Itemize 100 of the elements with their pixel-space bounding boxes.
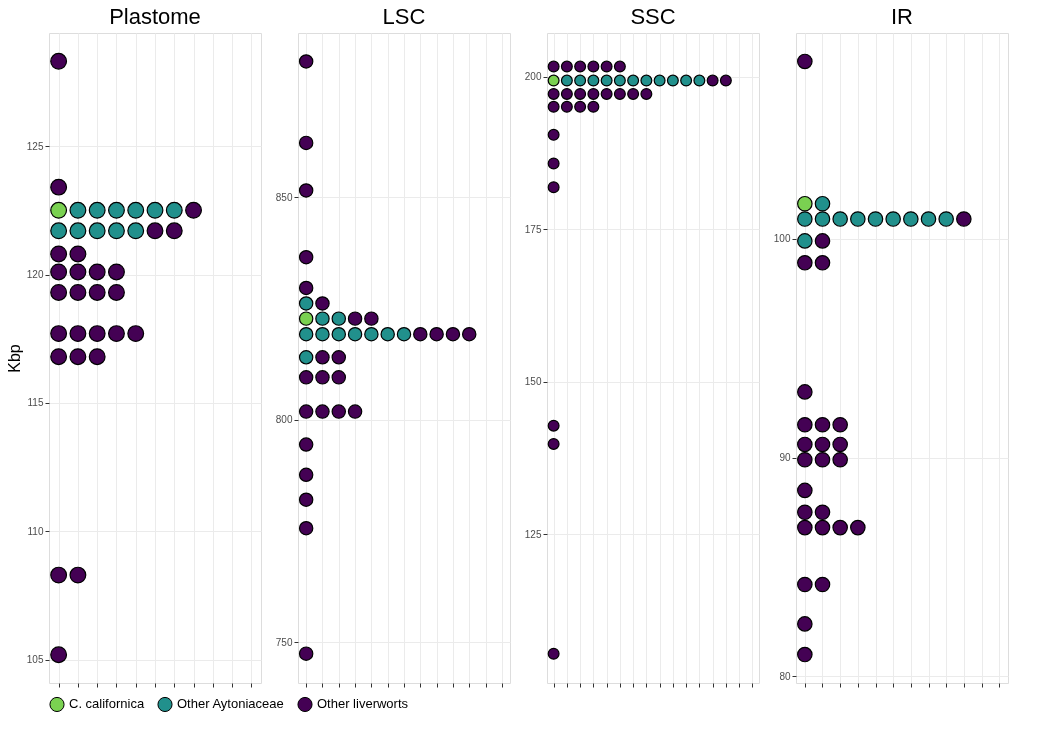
- point: [50, 646, 68, 664]
- point: [903, 211, 919, 227]
- point: [50, 284, 68, 301]
- point: [108, 222, 125, 240]
- point: [613, 87, 626, 100]
- point: [88, 325, 106, 343]
- point: [885, 211, 901, 227]
- point: [298, 326, 314, 342]
- point: [315, 296, 330, 311]
- point: [797, 416, 813, 433]
- point: [693, 74, 706, 87]
- point: [832, 416, 848, 433]
- point: [315, 370, 330, 385]
- point: [331, 311, 347, 326]
- point: [298, 492, 314, 507]
- y-tick-label: 80: [779, 670, 791, 682]
- point: [797, 195, 813, 212]
- y-tick-label: 750: [275, 636, 293, 648]
- point: [88, 222, 106, 240]
- point: [185, 201, 202, 219]
- point: [69, 222, 87, 240]
- point: [315, 350, 330, 365]
- point: [146, 222, 164, 240]
- point: [920, 211, 937, 227]
- point: [298, 520, 314, 536]
- point: [298, 437, 314, 452]
- y-axis-title: Kbp: [5, 344, 23, 373]
- point: [547, 100, 560, 113]
- point: [461, 326, 477, 342]
- legend-label: Other liverworts: [317, 696, 409, 712]
- y-tick-label: 110: [27, 525, 44, 537]
- point: [574, 74, 587, 87]
- point: [108, 263, 125, 281]
- point: [587, 87, 600, 100]
- point: [50, 178, 68, 196]
- point: [146, 201, 164, 219]
- y-tick-label: 150: [524, 376, 542, 388]
- point: [547, 181, 560, 194]
- y-tick-label: 105: [26, 654, 44, 666]
- point: [50, 52, 68, 70]
- chart-title: SSC: [630, 4, 676, 29]
- point: [347, 404, 363, 419]
- point: [814, 519, 831, 536]
- point: [127, 222, 145, 240]
- y-tick-label: 115: [27, 397, 44, 409]
- point: [814, 233, 831, 249]
- chart-title: LSC: [382, 4, 426, 29]
- point: [315, 326, 330, 342]
- point: [627, 74, 640, 87]
- point: [574, 100, 587, 113]
- point: [797, 436, 813, 453]
- point: [88, 348, 106, 366]
- point: [814, 576, 831, 593]
- point: [832, 211, 848, 227]
- point: [956, 211, 972, 227]
- point: [165, 201, 183, 219]
- point: [814, 255, 831, 271]
- point: [88, 263, 106, 281]
- chart-title: Plastome: [109, 4, 201, 29]
- point: [797, 482, 813, 499]
- point: [560, 74, 573, 87]
- point: [547, 157, 560, 170]
- point: [850, 211, 866, 227]
- point: [547, 419, 560, 432]
- point: [797, 211, 813, 227]
- y-tick-label: 175: [524, 223, 542, 235]
- point: [797, 504, 813, 521]
- point: [832, 451, 848, 468]
- point: [108, 201, 125, 219]
- point: [547, 128, 560, 141]
- point: [547, 647, 560, 660]
- point: [547, 87, 560, 100]
- point: [380, 326, 395, 342]
- point: [69, 348, 87, 366]
- point: [560, 87, 573, 100]
- point: [364, 311, 379, 326]
- point: [298, 370, 314, 385]
- point: [560, 100, 573, 113]
- point: [69, 325, 87, 343]
- point: [832, 519, 848, 536]
- point: [814, 436, 831, 453]
- point: [814, 504, 831, 521]
- point: [706, 74, 719, 87]
- point: [331, 404, 347, 419]
- point: [797, 519, 813, 536]
- point: [298, 467, 314, 483]
- point: [600, 74, 613, 87]
- point: [108, 284, 125, 301]
- point: [108, 325, 125, 343]
- point: [315, 311, 330, 326]
- point: [574, 87, 587, 100]
- point: [413, 326, 428, 342]
- point: [627, 87, 640, 100]
- point: [347, 311, 363, 326]
- point: [69, 201, 87, 219]
- point: [331, 326, 347, 342]
- point: [127, 325, 145, 343]
- point: [165, 222, 183, 240]
- point: [298, 350, 314, 365]
- point: [298, 646, 314, 661]
